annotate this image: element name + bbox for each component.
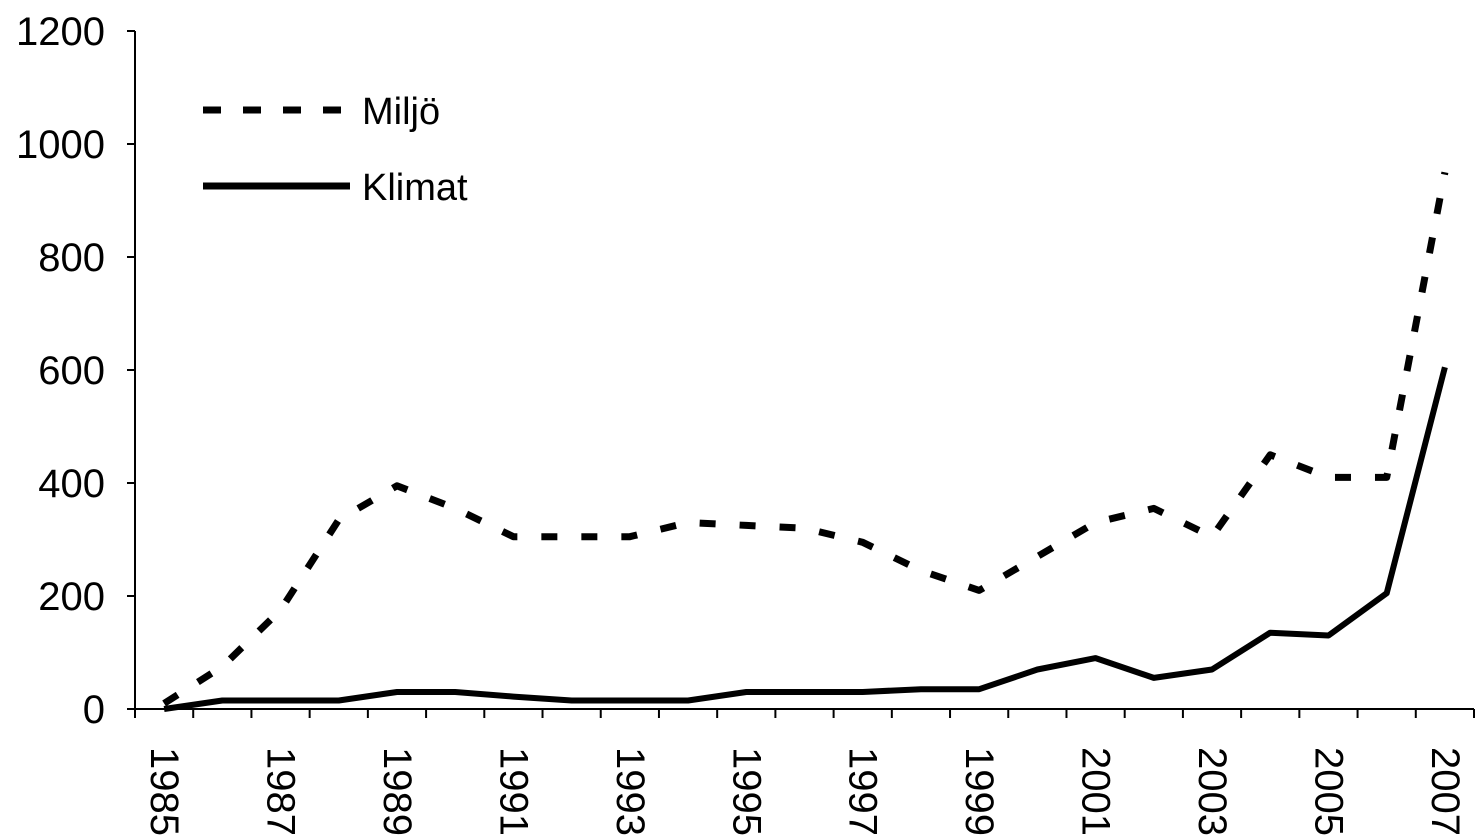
y-tick-label: 400 <box>38 462 105 506</box>
y-tick-label: 800 <box>38 236 105 280</box>
x-tick-label: 2005 <box>1306 747 1350 836</box>
x-tick-label: 1997 <box>841 747 885 836</box>
x-tick-label: 1999 <box>957 747 1001 836</box>
legend-label-klimat: Klimat <box>362 167 468 209</box>
x-tick-label: 1987 <box>259 747 303 836</box>
x-tick-label: 2003 <box>1190 747 1234 836</box>
miljo-series-line <box>162 171 1449 707</box>
klimat-series-line <box>163 366 1448 712</box>
axes: 0 200 400 600 800 1000 1200 1985 1987 1989 1991 199… <box>16 10 1475 836</box>
x-tick-label: 1985 <box>142 747 186 836</box>
y-tick-label: 1000 <box>16 123 105 167</box>
x-tick-label: 2007 <box>1423 747 1467 836</box>
x-tick-label: 1993 <box>608 747 652 836</box>
series-lines <box>162 171 1449 712</box>
x-tick-label: 1991 <box>491 747 535 836</box>
x-tick-label: 1989 <box>375 747 419 836</box>
x-tick-label: 2001 <box>1074 747 1118 836</box>
x-tick-label: 1995 <box>724 747 768 836</box>
y-tick-label: 600 <box>38 349 105 393</box>
y-tick-label: 200 <box>38 575 105 619</box>
y-tick-label: 0 <box>83 688 105 732</box>
y-tick-label: 1200 <box>16 10 105 54</box>
legend: Miljö Klimat <box>203 91 468 209</box>
legend-label-miljo: Miljö <box>362 91 440 133</box>
